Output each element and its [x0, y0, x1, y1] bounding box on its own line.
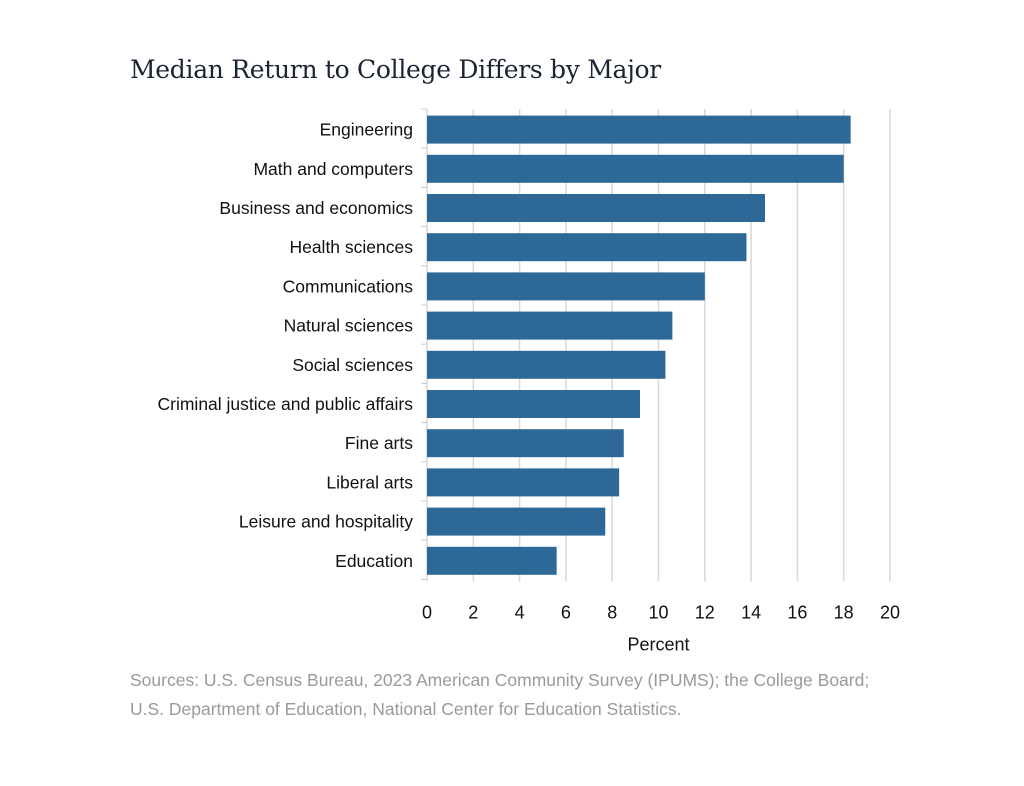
- bar: [427, 194, 765, 222]
- bar: [427, 154, 844, 183]
- x-tick-label: 2: [468, 602, 478, 622]
- chart-title: Median Return to College Differs by Majo…: [130, 55, 661, 84]
- bar: [427, 311, 673, 340]
- bar: [427, 115, 851, 144]
- bar: [427, 507, 606, 536]
- category-label: Math and computers: [253, 159, 413, 179]
- bar: [427, 429, 624, 458]
- category-label: Business and economics: [219, 198, 413, 218]
- x-tick-label: 4: [515, 602, 525, 622]
- category-label: Fine arts: [345, 433, 413, 453]
- bar: [427, 390, 640, 418]
- category-label: Criminal justice and public affairs: [158, 394, 414, 414]
- category-label: Communications: [283, 276, 414, 296]
- bar: [427, 233, 747, 262]
- source-line-2: U.S. Department of Education, National C…: [130, 699, 682, 719]
- source-line-1: Sources: U.S. Census Bureau, 2023 Americ…: [130, 670, 870, 690]
- bar: [427, 468, 620, 497]
- bar: [427, 272, 705, 301]
- category-label: Social sciences: [292, 355, 413, 375]
- x-tick-label: 8: [607, 602, 617, 622]
- x-tick-label: 6: [561, 602, 571, 622]
- x-tick-label: 0: [422, 602, 432, 622]
- category-label: Natural sciences: [284, 316, 414, 336]
- x-tick-label: 10: [648, 602, 668, 622]
- x-tick-label: 18: [834, 602, 854, 622]
- x-tick-label: 16: [787, 602, 807, 622]
- category-label: Leisure and hospitality: [239, 512, 413, 532]
- bar: [427, 350, 666, 379]
- category-label: Education: [335, 551, 413, 571]
- category-label: Engineering: [320, 120, 413, 140]
- category-label: Health sciences: [289, 237, 413, 257]
- x-tick-label: 12: [695, 602, 715, 622]
- bar: [427, 546, 557, 575]
- x-tick-label: 14: [741, 602, 761, 622]
- category-label: Liberal arts: [326, 472, 413, 492]
- x-axis-label: Percent: [627, 634, 689, 654]
- x-tick-label: 20: [880, 602, 900, 622]
